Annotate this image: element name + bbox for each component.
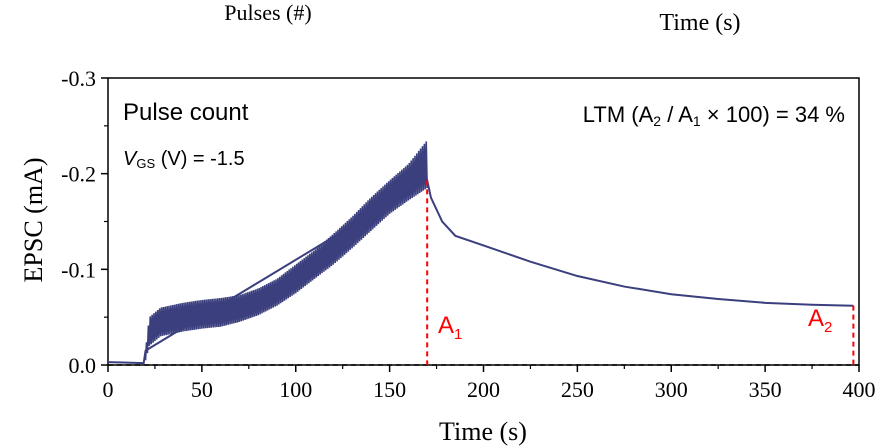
a2-letter: A [808,305,824,332]
top-label-time: Time (s) [659,10,740,36]
a2-subscript: 2 [824,319,832,336]
a1-letter: A [438,312,454,339]
y-tick-label: 0.0 [69,353,97,378]
x-tick-label: 50 [191,377,213,402]
a1-subscript: 1 [454,326,462,343]
x-tick-label: 150 [373,377,406,402]
x-tick-label: 300 [655,377,688,402]
x-axis-title: Time (s) [439,417,527,446]
vgs-subscript: GS [136,156,155,171]
vgs-label: VGS (V) = -1.5 [123,148,245,171]
pulse-count-label: Pulse count [123,99,249,126]
y-tick-label: -0.3 [61,66,96,91]
pulse-train-line [144,141,428,361]
x-tick-label: 350 [749,377,782,402]
top-label-pulses: Pulses (#) [224,0,311,25]
ltm-suffix: × 100) = 34 % [701,102,845,127]
vgs-symbol: V [123,148,138,170]
ltm-a1-sub: 1 [693,113,701,129]
ltm-mid: / A [661,102,693,127]
x-axis-ticks: 0 50 100 150 200 250 300 350 400 [103,365,876,402]
vgs-value: (V) = -1.5 [155,148,244,170]
x-tick-label: 400 [843,377,876,402]
epsc-decay-line [107,178,854,365]
ltm-a2-sub: 2 [653,113,661,129]
x-tick-label: 100 [279,377,312,402]
ltm-label: LTM (A2 / A1 × 100) = 34 % [583,102,845,129]
y-axis-title: EPSC (mA) [19,158,48,283]
y-axis-ticks: 0.0 -0.1 -0.2 -0.3 [61,66,108,378]
x-tick-label: 0 [103,377,114,402]
x-tick-label: 250 [561,377,594,402]
y-tick-label: -0.2 [61,162,96,187]
a1-label: A1 [438,312,462,343]
a2-label: A2 [808,305,832,336]
data-layer [107,141,859,366]
ltm-prefix: LTM (A [583,102,654,127]
y-tick-label: -0.1 [61,257,96,282]
x-tick-label: 200 [467,377,500,402]
